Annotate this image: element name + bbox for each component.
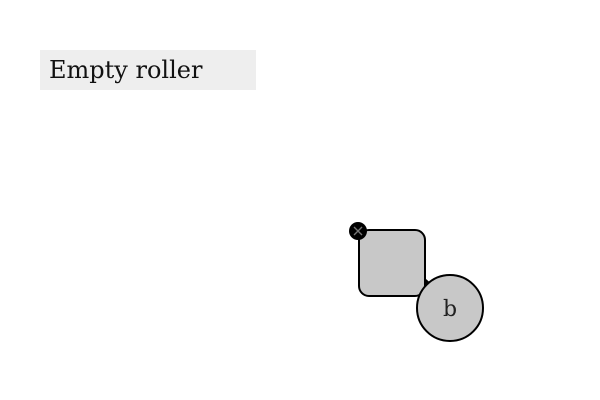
square-node[interactable] — [358, 229, 426, 297]
handle-x-stroke-2 — [353, 226, 363, 236]
circle-node-shape[interactable] — [416, 274, 484, 342]
title-label: Empty roller — [40, 50, 256, 90]
circle-node-label: b — [443, 297, 457, 322]
circle-node[interactable]: b — [416, 274, 484, 342]
close-x-icon[interactable] — [349, 222, 367, 240]
